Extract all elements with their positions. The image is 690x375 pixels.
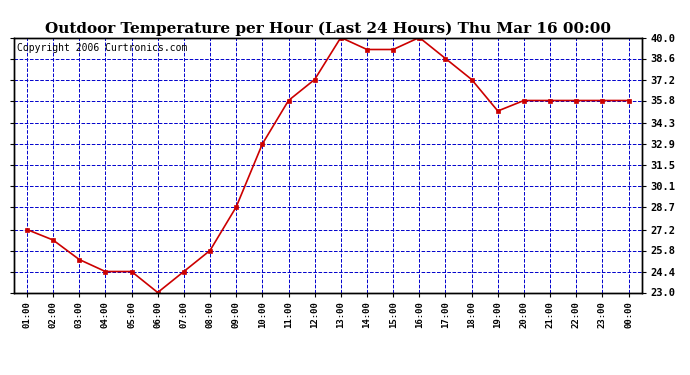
Title: Outdoor Temperature per Hour (Last 24 Hours) Thu Mar 16 00:00: Outdoor Temperature per Hour (Last 24 Ho… (45, 22, 611, 36)
Text: Copyright 2006 Curtronics.com: Copyright 2006 Curtronics.com (17, 43, 187, 52)
